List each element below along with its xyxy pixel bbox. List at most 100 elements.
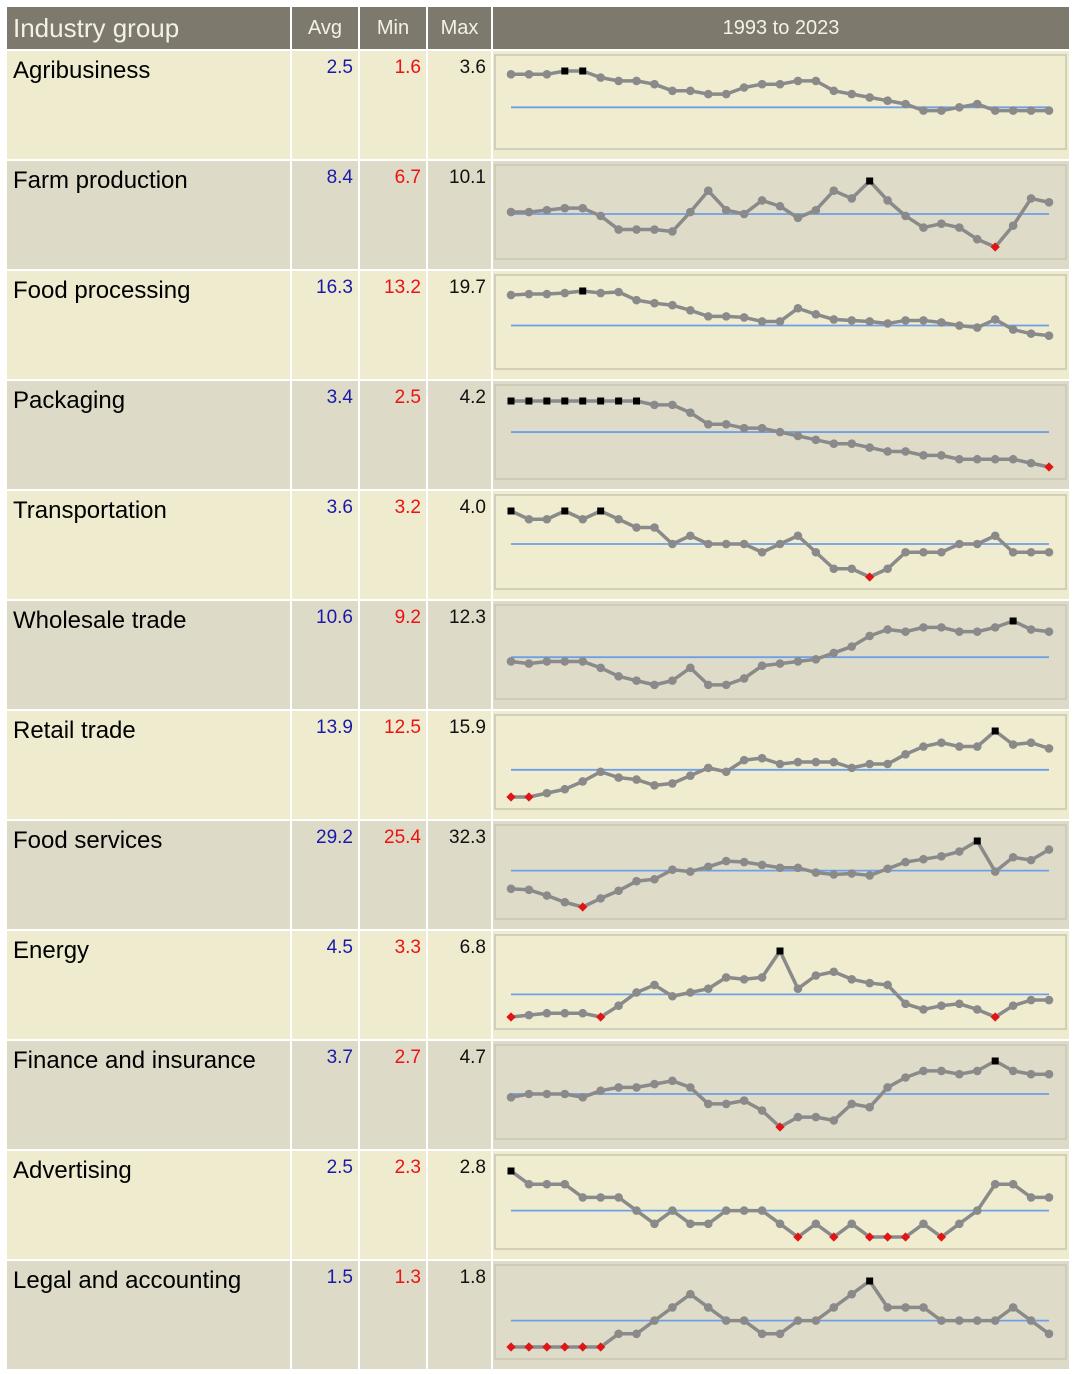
data-point[interactable]: 2019: 11.8 <box>972 627 982 636</box>
data-point[interactable]: 2010: 2.4 <box>811 1219 821 1229</box>
data-point[interactable]: 1997: 13.3 <box>578 777 588 786</box>
data-point[interactable]: 2001: 3.8 <box>650 523 659 532</box>
data-point[interactable]: 2014: 1.6 <box>883 1303 892 1312</box>
data-point[interactable]: 2009: 1.5 <box>793 1316 803 1325</box>
data-point[interactable]: 2015: 4.2 <box>901 1073 910 1082</box>
max-point[interactable]: 2019: 32.3 <box>973 837 981 845</box>
data-point[interactable]: 2020: 1.5 <box>990 1316 1000 1325</box>
data-point[interactable]: 2009: 3.7 <box>793 531 803 541</box>
data-point[interactable]: 2023: 4.2 <box>1044 995 1054 1005</box>
data-point[interactable]: 2002: 3.6 <box>668 539 677 549</box>
data-point[interactable]: 2007: 3.5 <box>757 423 767 433</box>
data-point[interactable]: 2018: 31.2 <box>955 847 964 856</box>
data-point[interactable]: 2020: 2.4 <box>990 106 1000 115</box>
max-point[interactable]: 1996: 3.6 <box>561 67 569 75</box>
data-point[interactable]: 2016: 30.4 <box>919 854 928 864</box>
min-point[interactable]: 1993: 12.5 <box>506 792 516 802</box>
data-point[interactable]: 2010: 29 <box>811 868 821 877</box>
max-point[interactable]: 1999: 4.2 <box>615 397 623 405</box>
min-point[interactable]: 2020: 6.7 <box>990 242 1000 252</box>
max-point[interactable]: 2020: 4.7 <box>991 1057 999 1065</box>
data-point[interactable]: 2004: 2.4 <box>703 1219 713 1229</box>
data-point[interactable]: 1998: 3.4 <box>596 73 605 82</box>
data-point[interactable]: 2011: 1.6 <box>829 1303 839 1312</box>
data-point[interactable]: 2022: 15.5 <box>1026 329 1036 338</box>
data-point[interactable]: 2013: 16.7 <box>865 317 874 326</box>
data-point[interactable]: 2006: 9.6 <box>739 674 749 683</box>
max-point[interactable]: 1998: 4 <box>597 507 605 515</box>
data-point[interactable]: 2005: 3.6 <box>721 539 731 549</box>
data-point[interactable]: 2017: 16.6 <box>937 318 946 327</box>
data-point[interactable]: 2000: 7.6 <box>632 225 641 234</box>
data-point[interactable]: 2006: 30.1 <box>739 857 749 867</box>
data-point[interactable]: 2016: 16.8 <box>919 316 928 325</box>
data-point[interactable]: 2002: 7.5 <box>668 227 677 236</box>
data-point[interactable]: 2001: 13.1 <box>650 781 659 790</box>
data-point[interactable]: 1998: 26.3 <box>596 894 605 903</box>
data-point[interactable]: 2007: 10.2 <box>757 661 767 671</box>
data-point[interactable]: 1995: 3.5 <box>542 1008 552 1018</box>
data-point[interactable]: 2020: 12 <box>990 623 1000 632</box>
data-point[interactable]: 2016: 15.1 <box>919 742 928 751</box>
data-point[interactable]: 2017: 3.5 <box>937 547 946 557</box>
data-point[interactable]: 1999: 27.1 <box>614 886 623 896</box>
data-point[interactable]: 2005: 30.2 <box>721 856 731 866</box>
data-point[interactable]: 1995: 3.9 <box>542 514 552 524</box>
data-point[interactable]: 1994: 19.4 <box>524 289 534 299</box>
data-point[interactable]: 1999: 1.4 <box>614 1329 623 1339</box>
data-point[interactable]: 2012: 28.9 <box>847 869 857 878</box>
data-point[interactable]: 2019: 15.1 <box>972 742 982 751</box>
data-point[interactable]: 2012: 16.8 <box>847 316 857 325</box>
data-point[interactable]: 2001: 3.2 <box>650 79 659 89</box>
max-point[interactable]: 1994: 4.2 <box>525 397 533 405</box>
data-point[interactable]: 1998: 2.6 <box>596 1193 605 1202</box>
data-point[interactable]: 2016: 2.4 <box>919 1219 928 1229</box>
data-point[interactable]: 2016: 2.4 <box>919 106 928 115</box>
data-point[interactable]: 1996: 25.9 <box>560 897 570 907</box>
data-point[interactable]: 2004: 29.6 <box>703 862 713 872</box>
data-point[interactable]: 1994: 27.2 <box>524 885 534 895</box>
data-point[interactable]: 2008: 3.6 <box>775 539 785 549</box>
data-point[interactable]: 2000: 3.9 <box>632 1083 641 1092</box>
data-point[interactable]: 2005: 13.8 <box>721 767 731 777</box>
data-point[interactable]: 2017: 2.8 <box>937 451 946 460</box>
data-point[interactable]: 2009: 8.2 <box>793 213 803 223</box>
data-point[interactable]: 2002: 18.3 <box>668 300 677 310</box>
data-point[interactable]: 2017: 12 <box>937 623 946 632</box>
header-min[interactable]: Min <box>360 7 426 49</box>
data-point[interactable]: 1994: 10.3 <box>524 659 534 668</box>
max-point[interactable]: 1997: 19.7 <box>579 287 587 295</box>
data-point[interactable]: 2003: 3.9 <box>686 408 695 417</box>
data-point[interactable]: 2022: 2.4 <box>1026 106 1036 115</box>
data-point[interactable]: 2022: 1.5 <box>1026 1316 1036 1325</box>
data-point[interactable]: 2022: 11.9 <box>1026 625 1036 634</box>
data-point[interactable]: 2017: 4.4 <box>937 1066 946 1076</box>
data-point[interactable]: 1995: 12.7 <box>542 788 552 798</box>
data-point[interactable]: 2004: 17.2 <box>703 312 713 321</box>
data-point[interactable]: 2016: 2.8 <box>919 451 928 460</box>
data-point[interactable]: 2010: 10.5 <box>811 655 821 664</box>
data-point[interactable]: 1999: 3.9 <box>614 1083 623 1092</box>
data-point[interactable]: 2018: 4.3 <box>955 1069 964 1079</box>
data-point[interactable]: 1997: 10.4 <box>578 657 588 666</box>
data-point[interactable]: 2018: 15.1 <box>955 742 964 751</box>
data-point[interactable]: 2000: 2.5 <box>632 1206 641 1215</box>
data-point[interactable]: 1998: 10.1 <box>596 663 605 673</box>
data-point[interactable]: 2008: 16.7 <box>775 317 785 326</box>
data-point[interactable]: 2004: 2.9 <box>703 89 713 99</box>
data-point[interactable]: 2010: 8.6 <box>811 205 821 215</box>
data-point[interactable]: 2016: 12 <box>919 623 928 632</box>
data-point[interactable]: 2015: 4 <box>901 999 910 1009</box>
data-point[interactable]: 2022: 3.5 <box>1026 547 1036 557</box>
data-point[interactable]: 2020: 3.7 <box>990 531 1000 541</box>
data-point[interactable]: 2014: 16.5 <box>883 319 892 328</box>
data-point[interactable]: 1994: 3.4 <box>524 1010 534 1020</box>
data-point[interactable]: 2011: 3.3 <box>829 564 839 574</box>
data-point[interactable]: 2001: 4.1 <box>650 400 659 410</box>
data-point[interactable]: 1999: 9.7 <box>614 672 623 681</box>
max-point[interactable]: 1993: 2.8 <box>507 1167 515 1175</box>
data-point[interactable]: 1999: 3.3 <box>614 76 623 86</box>
max-point[interactable]: 2013: 10.1 <box>866 177 874 185</box>
data-point[interactable]: 2002: 29.3 <box>668 865 677 874</box>
data-point[interactable]: 2012: 5.3 <box>847 974 857 984</box>
